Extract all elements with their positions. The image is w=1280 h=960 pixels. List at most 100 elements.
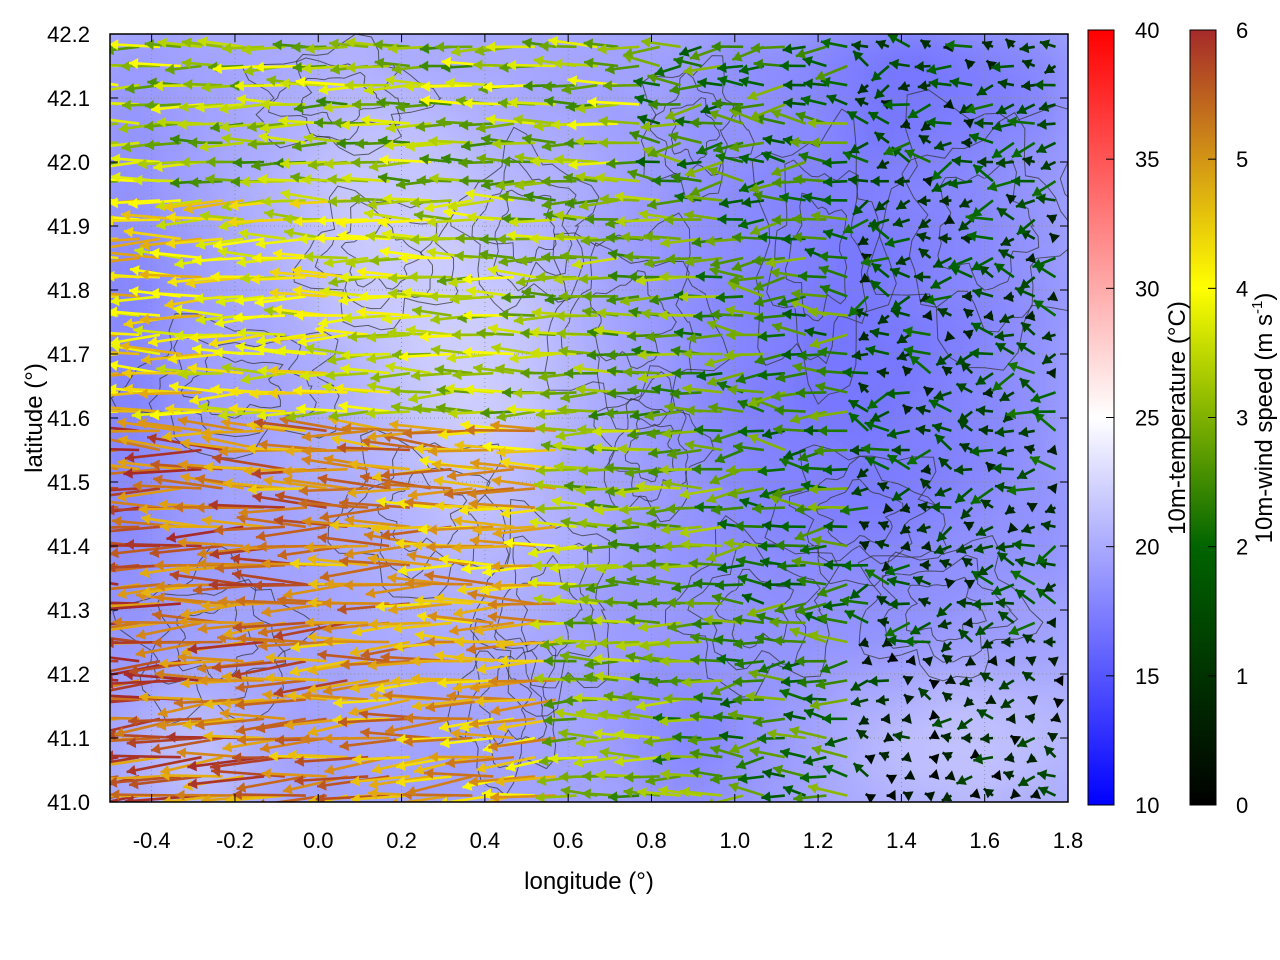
wind-vector-head: [91, 469, 101, 480]
wind-vector-head: [41, 570, 51, 581]
wind-vector-head: [79, 392, 89, 403]
wind-vector-shaft: [343, 583, 410, 587]
wind-vector-head: [74, 688, 84, 699]
wind-vector-head: [86, 688, 96, 699]
wind-vector-shaft: [112, 620, 181, 625]
temperature-cell: [679, 807, 707, 835]
temperature-cell: [75, 174, 103, 202]
wind-vector-head: [65, 628, 75, 639]
wind-vector-head: [65, 391, 75, 402]
wind-vector-head: [63, 763, 73, 774]
temperature-cell: [762, 807, 790, 835]
wind-vector-head: [110, 750, 113, 762]
wind-vector-head: [60, 647, 70, 658]
temperature-cell: [1012, 807, 1040, 835]
wind-vector-head: [76, 588, 86, 599]
wind-vector-shaft: [304, 544, 369, 549]
wind-vector-shaft: [488, 679, 556, 683]
temperature-cell: [75, 500, 103, 528]
wind-vector-head: [48, 495, 58, 506]
wind-vector-shaft: [160, 774, 223, 778]
wind-vector: [48, 495, 119, 509]
wind-vector-shaft: [487, 602, 556, 606]
wind-vector-head: [95, 426, 104, 437]
wind-vector-head: [91, 584, 100, 595]
wind-vector-head: [53, 453, 63, 464]
wind-vector-head: [110, 678, 113, 689]
wind-vector-shaft: [110, 429, 161, 433]
wind-vector-shaft: [110, 525, 119, 529]
temperature-cell: [846, 807, 874, 835]
wind-vector-head: [38, 629, 48, 640]
wind-vector-head: [51, 432, 61, 443]
wind-vector-head: [71, 627, 81, 638]
wind-vector-shaft: [427, 448, 494, 453]
wind-vector-shaft: [110, 775, 119, 780]
wind-vector: [51, 429, 119, 443]
temperature-cell: [75, 250, 103, 278]
wind-vector-head: [290, 803, 300, 814]
wind-vector-head: [97, 791, 106, 802]
wind-vector-head: [59, 513, 69, 524]
temperature-cell: [179, 807, 207, 835]
wind-vector: [53, 453, 119, 471]
wind-vector-shaft: [178, 620, 244, 625]
wind-vector: [110, 640, 119, 644]
temperature-cell: [929, 807, 957, 835]
wind-vector: [39, 755, 119, 777]
wind-vector-shaft: [110, 621, 119, 626]
wind-vector-shaft: [110, 505, 119, 509]
wind-vector-head: [89, 736, 98, 747]
wind-vector-head: [93, 432, 103, 443]
wind-vector-shaft: [152, 640, 223, 644]
temperature-cell: [596, 807, 624, 835]
wind-vector: [38, 621, 119, 640]
temperature-cell: [75, 692, 103, 720]
wind-vector-shaft: [110, 563, 119, 568]
wind-vector-shaft: [323, 640, 390, 644]
temperature-cell: [513, 807, 541, 835]
temperature-cell: [75, 442, 103, 470]
wind-vector-shaft: [110, 659, 119, 663]
wind-vector-head: [90, 567, 100, 578]
wind-vector-shaft: [110, 429, 119, 434]
wind-vector-shaft: [110, 698, 119, 702]
wind-vector-head: [76, 456, 86, 467]
wind-vector-head: [38, 671, 47, 682]
wind-vector-shaft: [232, 793, 306, 797]
wind-vector-head: [72, 712, 81, 723]
wind-vector-head: [110, 637, 114, 649]
wind-vector-shaft: [465, 428, 535, 433]
wind-vector-shaft: [110, 717, 119, 721]
temperature-cell: [75, 308, 103, 336]
temperature-cell: [75, 558, 103, 586]
wind-vector-head: [67, 523, 76, 534]
wind-vector-head: [456, 803, 466, 814]
wind-vector-head: [98, 625, 108, 636]
wind-vector-head: [49, 570, 59, 581]
temperature-cell: [75, 634, 103, 662]
wind-vector-head: [63, 700, 72, 711]
wind-vector-head: [98, 402, 107, 413]
temperature-cell: [75, 116, 103, 144]
wind-vector-shaft: [404, 582, 473, 586]
wind-vector: [50, 448, 119, 463]
temperature-cell: [263, 807, 291, 835]
wind-vector: [49, 563, 119, 581]
wind-vector-shaft: [323, 736, 390, 740]
wind-vector-head: [59, 443, 68, 454]
plot-area: [38, 33, 1069, 835]
temperature-cell: [75, 58, 103, 86]
wind-vector-shaft: [110, 755, 119, 761]
wind-vector-head: [39, 766, 49, 777]
wind-vector-head: [50, 452, 60, 463]
temperature-cell: [346, 807, 374, 835]
wind-vector-shaft: [197, 562, 265, 567]
wind-vector-head: [97, 601, 106, 612]
temperature-cell: [429, 807, 457, 835]
wind-vector-head: [98, 760, 108, 771]
wind-vector-head: [97, 773, 106, 784]
wind-vector-shaft: [301, 448, 369, 453]
wind-vector-shaft: [403, 716, 473, 721]
